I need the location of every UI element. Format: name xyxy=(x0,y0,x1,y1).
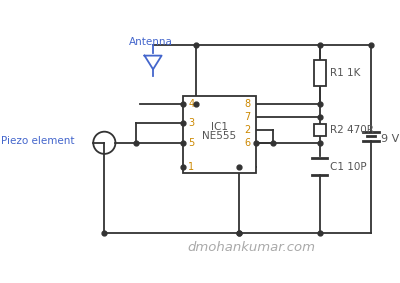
Text: C1 10P: C1 10P xyxy=(330,162,366,172)
Bar xyxy=(314,124,326,136)
Text: 3: 3 xyxy=(188,118,194,128)
Text: IC1: IC1 xyxy=(211,123,228,132)
Text: Piezo element: Piezo element xyxy=(1,136,74,146)
Text: 4: 4 xyxy=(188,99,194,109)
Bar xyxy=(314,60,326,85)
Text: 8: 8 xyxy=(244,99,250,109)
Text: 9 V: 9 V xyxy=(381,134,400,143)
Text: 6: 6 xyxy=(244,138,250,148)
Text: 5: 5 xyxy=(188,138,194,148)
Text: NE555: NE555 xyxy=(202,131,236,141)
Text: 7: 7 xyxy=(244,112,250,122)
Bar xyxy=(183,96,256,173)
Text: R1 1K: R1 1K xyxy=(330,68,360,78)
Text: 1: 1 xyxy=(188,162,194,172)
Text: dmohankumar.com: dmohankumar.com xyxy=(187,241,315,254)
Text: R2 470R: R2 470R xyxy=(330,125,374,135)
Text: Antenna: Antenna xyxy=(128,37,172,47)
Text: 2: 2 xyxy=(244,125,250,135)
